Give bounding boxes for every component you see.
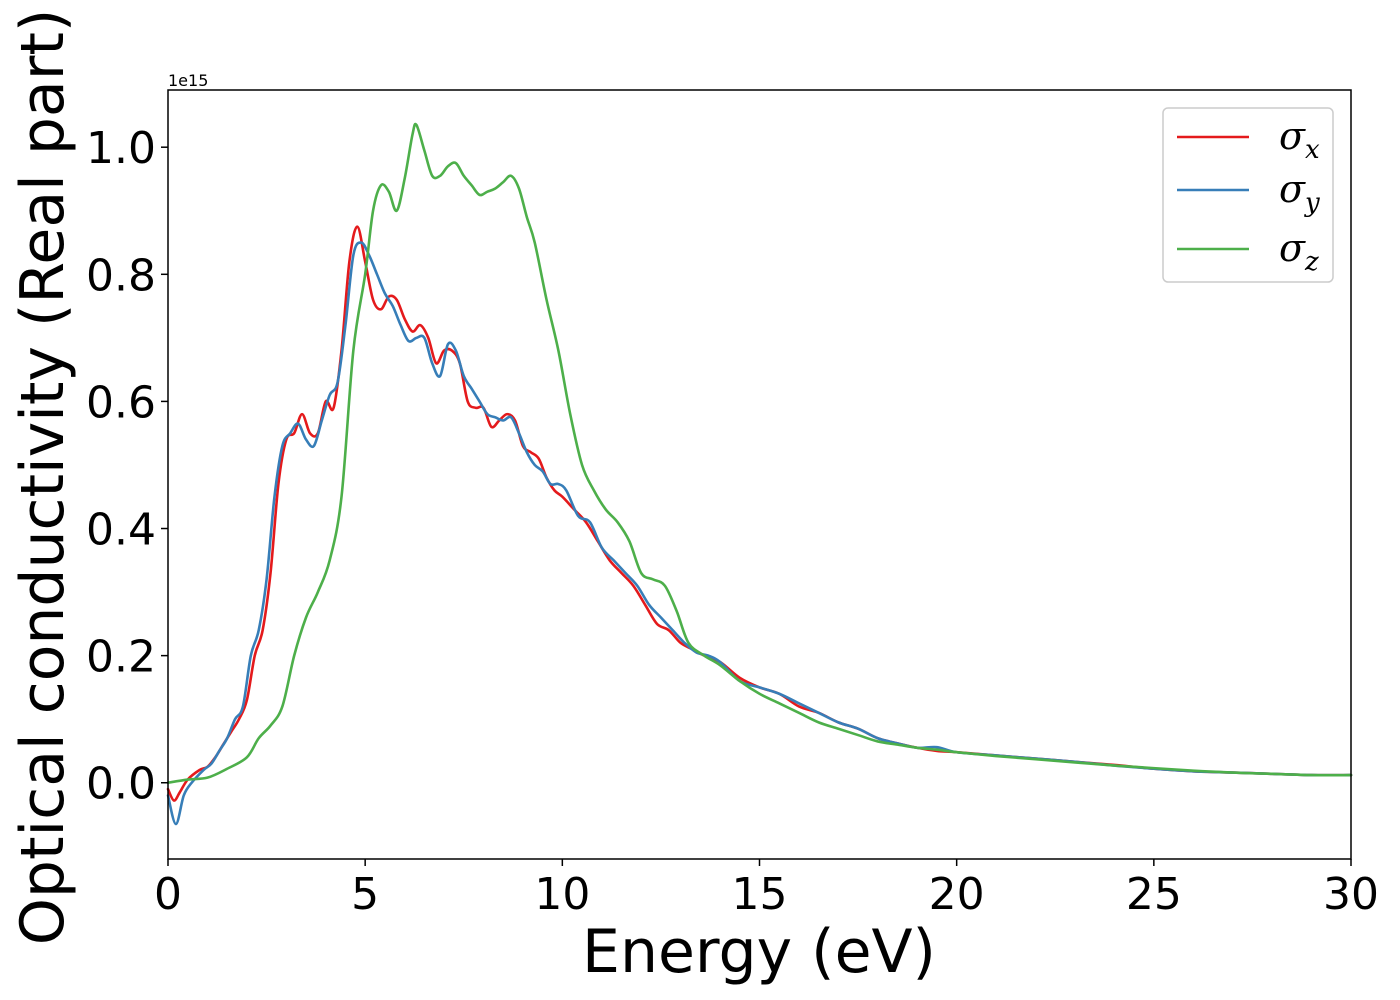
x-axis-label: Energy (eV) [582, 917, 936, 987]
legend-label-x: σx [1279, 114, 1320, 165]
y-axis-ticks: 0.0 0.2 0.4 0.6 0.8 1.0 [86, 123, 168, 810]
x-tick-label: 15 [732, 869, 788, 920]
legend-box [1162, 107, 1334, 283]
x-tick-label: 20 [929, 869, 985, 920]
y-tick-label: 0.6 [86, 377, 156, 428]
x-tick-label: 5 [351, 869, 379, 920]
y-scale-label: 1e15 [168, 71, 208, 90]
x-tick-label: 25 [1126, 869, 1182, 920]
y-tick-label: 0.2 [86, 632, 156, 683]
legend-label-z: σz [1279, 226, 1319, 277]
series-line-y [166, 241, 1353, 826]
x-tick-label: 10 [534, 869, 590, 920]
y-axis-label: Optical conductivity (Real part) [8, 9, 78, 946]
x-axis-ticks: 0 5 10 15 20 25 30 [154, 859, 1379, 920]
x-tick-label: 0 [154, 869, 182, 920]
y-tick-label: 0.8 [86, 250, 156, 301]
series-lines [166, 122, 1353, 826]
x-tick-label: 30 [1323, 869, 1379, 920]
y-tick-label: 0.0 [86, 759, 156, 810]
y-tick-label: 1.0 [86, 123, 156, 174]
legend-label-y: σy [1279, 167, 1320, 218]
series-line-z [166, 122, 1353, 785]
y-tick-label: 0.4 [86, 505, 156, 556]
